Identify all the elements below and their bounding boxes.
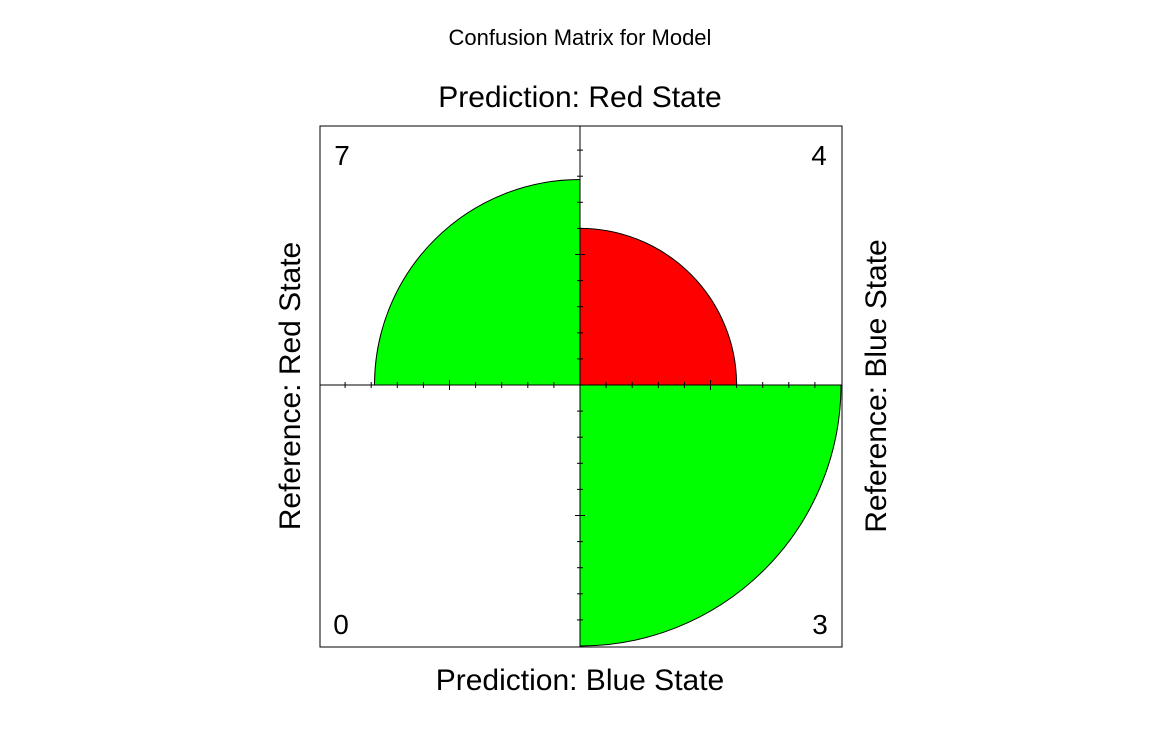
sector-bottom-right	[579, 384, 842, 647]
sector-top-right	[579, 227, 738, 386]
count-bottom-left: 0	[333, 609, 349, 640]
cell-counts: 7 4 0 3	[333, 140, 828, 640]
chart-title: Confusion Matrix for Model	[449, 25, 712, 50]
axis-ticks	[344, 149, 816, 621]
label-reference-blue-state: Reference: Blue State	[860, 239, 893, 533]
count-top-right: 4	[811, 140, 827, 171]
plot-frame	[319, 125, 843, 648]
sector-top-left	[373, 178, 581, 386]
count-bottom-right: 3	[812, 609, 828, 640]
label-reference-red-state: Reference: Red State	[274, 242, 307, 531]
label-prediction-blue-state: Prediction: Blue State	[436, 664, 725, 697]
sector-group	[373, 178, 842, 647]
count-top-left: 7	[334, 140, 350, 171]
label-prediction-red-state: Prediction: Red State	[438, 81, 722, 114]
